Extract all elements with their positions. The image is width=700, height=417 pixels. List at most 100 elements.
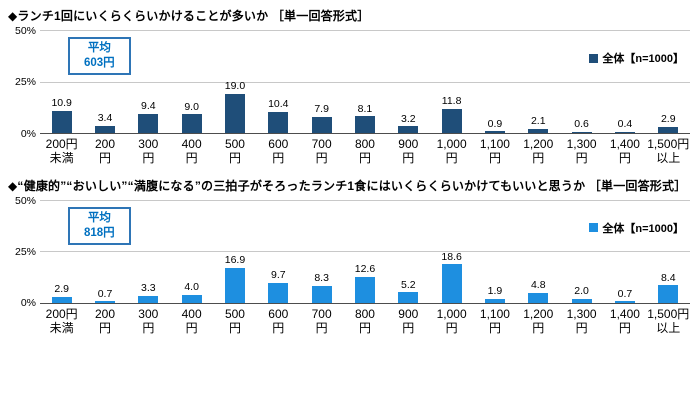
bar-column: 0.7: [603, 200, 646, 303]
plot-area: 平均 818円 全体【n=1000】 2.9 0.7 3.3 4.0 16.9 9.7 8.…: [40, 199, 690, 304]
bar-value-label: 2.0: [574, 285, 589, 298]
bar-column: 8.4: [647, 200, 690, 303]
chart-title: ◆ランチ1回にいくらくらいかけることが多いか ［単一回答形式］: [8, 9, 370, 23]
bar-column: 4.8: [517, 200, 560, 303]
x-axis-category-label: 1,400 円: [609, 137, 640, 166]
gridline-25: [40, 251, 690, 253]
average-value: 603円: [84, 56, 115, 69]
bar: [484, 298, 505, 303]
average-label: 平均: [87, 42, 111, 54]
bar: [571, 131, 592, 133]
bar: [94, 301, 115, 303]
x-axis-category-label: 1,200 円: [523, 137, 554, 166]
x-axis-category-label: 1,500円 以上: [647, 137, 690, 166]
x-axis-category-label: 1,100 円: [479, 137, 510, 166]
x-axis-category-label: 1,100 円: [479, 306, 510, 336]
bar-column: 2.9: [647, 30, 690, 133]
y-axis-tick: 50%: [14, 194, 36, 207]
x-axis-category-label: 700 円: [311, 306, 332, 336]
bar-value-label: 0.9: [487, 117, 503, 130]
bar-value-label: 2.9: [660, 113, 676, 126]
bar: [268, 282, 289, 303]
x-axis-category-label: 200円 未満: [45, 306, 78, 336]
bar-value-label: 0.6: [574, 118, 589, 131]
bar-column: 10.4: [257, 30, 300, 133]
bar: [268, 111, 289, 133]
bar: [398, 126, 419, 133]
x-axis-category-label: 600 円: [268, 137, 289, 166]
x-axis-labels: 200円 未満 200 円 300 円 400 円 500 円 600 円 700 円 800…: [40, 304, 690, 336]
legend-label: 全体【n=1000】: [602, 222, 684, 235]
bar-value-label: 10.4: [268, 98, 289, 111]
x-axis-category-label: 900 円: [398, 306, 419, 336]
average-label: 平均: [87, 211, 111, 224]
bar-value-label: 4.8: [530, 279, 546, 292]
chart-ideal-lunch-spend: ◆“健康的”“おいしい”“満腹になる”の三拍子がそろったランチ1食にはいくらくら…: [8, 174, 692, 336]
bar: [484, 131, 505, 133]
bar: [311, 116, 332, 133]
bar-value-label: 3.2: [400, 112, 416, 125]
bar-value-label: 3.3: [141, 282, 156, 295]
bar-column: 1.9: [473, 200, 516, 303]
bar-column: 10.9: [40, 30, 83, 133]
bar: [614, 132, 635, 133]
bar-column: 2.9: [40, 200, 83, 303]
legend-swatch-icon: [589, 223, 599, 233]
bar-column: 3.2: [387, 30, 430, 133]
x-axis-category-label: 600 円: [268, 306, 289, 336]
bar: [571, 298, 592, 303]
bar-value-label: 16.9: [224, 254, 246, 267]
bar: [528, 292, 549, 303]
bar: [311, 285, 332, 303]
x-axis-category-label: 900 円: [398, 137, 419, 166]
bar-value-label: 9.4: [141, 100, 156, 113]
bar-column: 9.7: [257, 200, 300, 303]
bar-value-label: 9.7: [271, 269, 286, 282]
bar-value-label: 0.4: [617, 118, 633, 131]
y-axis-tick: 0%: [20, 127, 36, 140]
bar-column: 0.7: [83, 200, 126, 303]
legend: 全体【n=1000】: [589, 50, 684, 66]
y-axis-tick: 50%: [14, 25, 36, 37]
bar-column: 18.6: [430, 200, 473, 303]
average-box: 平均 603円: [68, 37, 131, 75]
bar: [528, 128, 549, 133]
y-axis-tick: 25%: [14, 76, 36, 88]
x-axis-category-label: 400 円: [181, 137, 202, 166]
bar-value-label: 8.3: [314, 272, 329, 285]
bar-value-label: 0.7: [617, 287, 633, 300]
bar: [658, 285, 679, 303]
bar-column: 3.4: [83, 30, 126, 133]
bar-value-label: 8.1: [357, 102, 373, 115]
bar: [51, 110, 72, 133]
x-axis-category-label: 400 円: [181, 306, 202, 336]
gridline-25: [40, 81, 690, 83]
bar: [224, 93, 245, 133]
bar-value-label: 1.9: [487, 285, 503, 298]
y-axis-tick: 25%: [14, 245, 36, 258]
x-axis-category-label: 700 円: [311, 137, 332, 166]
survey-report-page: ◆ランチ1回にいくらくらいかけることが多いか ［単一回答形式］ 50% 25% …: [8, 9, 692, 336]
x-axis-labels: 200円 未満 200 円 300 円 400 円 500 円 600 円 700 円 800…: [40, 134, 690, 166]
bar-column: 8.3: [300, 200, 343, 303]
bar: [181, 294, 202, 303]
x-axis-category-label: 1,300 円: [566, 137, 597, 166]
bar: [354, 276, 375, 303]
x-axis-category-label: 1,300 円: [566, 306, 597, 336]
x-axis-category-label: 300 円: [138, 137, 159, 166]
bar-column: 9.4: [127, 30, 170, 133]
bar-value-label: 8.4: [660, 271, 676, 284]
bars-container: 2.9 0.7 3.3 4.0 16.9 9.7 8.3 12.6 5.2 18.6 1.9 4.8 2…: [40, 200, 690, 303]
bar-column: 2.0: [560, 200, 603, 303]
bar-value-label: 10.9: [51, 97, 72, 109]
bar-column: 3.3: [127, 200, 170, 303]
bar-column: 0.4: [603, 30, 646, 133]
bar: [658, 127, 679, 133]
bar: [51, 296, 72, 303]
bar-value-label: 11.8: [441, 95, 462, 108]
bar-column: 16.9: [213, 200, 256, 303]
chart-body: 50% 25% 0% 平均 818円 全体【n=1000】 2.9 0.7 3.3 4…: [15, 196, 690, 308]
bar-value-label: 4.0: [184, 281, 199, 293]
bar-value-label: 3.4: [97, 112, 113, 125]
x-axis-category-label: 200 円: [94, 137, 115, 166]
